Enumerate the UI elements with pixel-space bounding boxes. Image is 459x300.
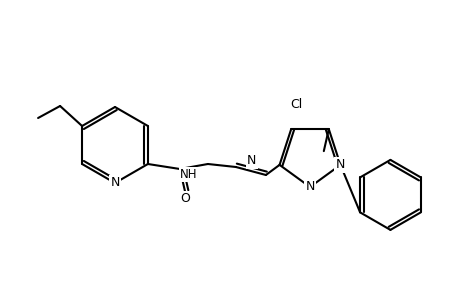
Text: O: O: [179, 193, 190, 206]
Text: N: N: [110, 176, 119, 190]
Text: N: N: [305, 181, 314, 194]
Text: Cl: Cl: [290, 98, 302, 111]
Text: N: N: [246, 154, 256, 167]
Text: NH: NH: [180, 168, 197, 181]
Text: N: N: [335, 158, 344, 171]
